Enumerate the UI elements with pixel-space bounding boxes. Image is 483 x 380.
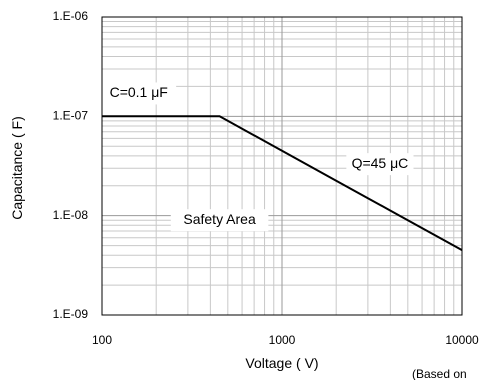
plot-area-frame <box>101 16 463 316</box>
annotation-capacitance: C=0.1 μF <box>110 84 168 100</box>
y-axis-title: Capacitance ( F) <box>9 116 25 219</box>
annotation-background <box>346 153 414 176</box>
x-axis-title: Voltage ( V) <box>245 355 318 371</box>
x-tick-label: 100 <box>92 333 112 347</box>
footnote: (Based on <box>412 367 467 380</box>
y-tick-label: 1.E-09 <box>53 307 89 321</box>
annotation-background <box>101 82 177 105</box>
annotation-charge: Q=45 μC <box>352 155 409 171</box>
series-line <box>102 115 463 251</box>
x-tick-label: 10000 <box>445 333 479 347</box>
x-tick-label: 1000 <box>269 333 296 347</box>
annotation-safety-area: Safety Area <box>183 211 256 227</box>
annotation-background <box>170 209 269 232</box>
y-tick-label: 1.E-07 <box>53 109 89 123</box>
y-tick-label: 1.E-08 <box>53 208 89 222</box>
y-tick-label: 1.E-06 <box>53 9 89 23</box>
annotations: C=0.1 μF Q=45 μC Safety Area <box>101 82 414 232</box>
